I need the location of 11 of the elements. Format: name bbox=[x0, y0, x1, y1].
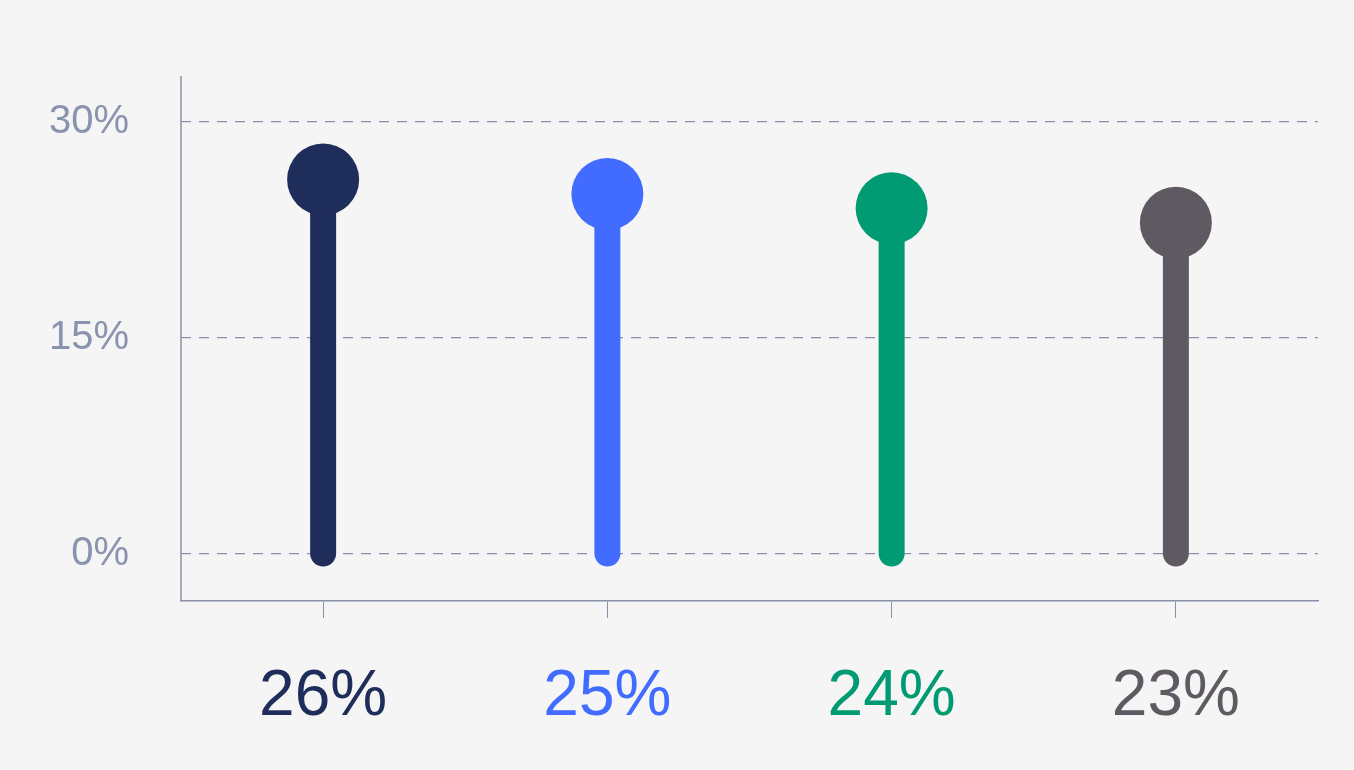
y-tick-label: 0% bbox=[71, 528, 129, 573]
data-label: 25% bbox=[543, 656, 672, 729]
point bbox=[287, 143, 360, 216]
point bbox=[571, 157, 644, 230]
data-label: 23% bbox=[1111, 656, 1240, 729]
point bbox=[855, 172, 928, 245]
data-label: 24% bbox=[827, 656, 956, 729]
data-label: 26% bbox=[259, 656, 388, 729]
point bbox=[1139, 186, 1212, 259]
y-tick-label: 30% bbox=[48, 97, 129, 142]
y-tick-label: 15% bbox=[48, 312, 129, 357]
